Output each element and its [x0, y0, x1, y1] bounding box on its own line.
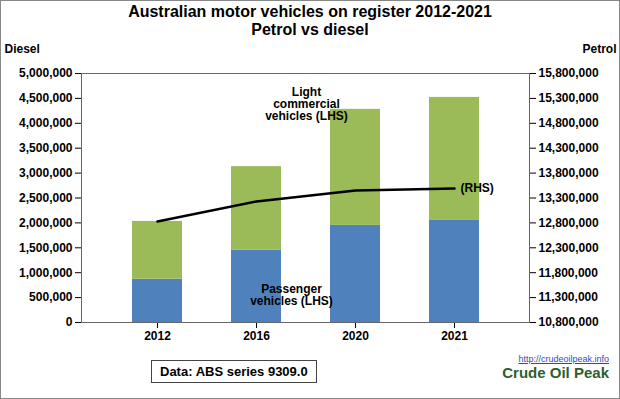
- svg-text:12,800,000: 12,800,000: [539, 216, 599, 230]
- html-text:Data: ABS series 9309.0: Data: ABS series 9309.0: [160, 364, 308, 379]
- html-text:Australian motor vehicles on r: Australian motor vehicles on register 20…: [128, 3, 492, 20]
- html-text:Petrol vs diesel: Petrol vs diesel: [251, 21, 369, 38]
- svg-text:11,800,000: 11,800,000: [539, 266, 599, 280]
- html-text:http://crudeoilpeak.info: http://crudeoilpeak.info: [518, 354, 609, 364]
- svg-text:(RHS): (RHS): [461, 181, 494, 195]
- svg-text:10,800,000: 10,800,000: [539, 315, 599, 329]
- svg-text:3,000,000: 3,000,000: [19, 166, 73, 180]
- svg-text:0: 0: [66, 315, 73, 329]
- svg-text:3,500,000: 3,500,000: [19, 141, 73, 155]
- svg-text:1,000,000: 1,000,000: [19, 266, 73, 280]
- svg-text:11,300,000: 11,300,000: [539, 290, 599, 304]
- svg-text:13,300,000: 13,300,000: [539, 191, 599, 205]
- svg-text:2021: 2021: [441, 329, 468, 343]
- svg-text:2,500,000: 2,500,000: [19, 191, 73, 205]
- svg-text:2020: 2020: [342, 329, 369, 343]
- svg-text:13,800,000: 13,800,000: [539, 166, 599, 180]
- html-text:Crude Oil Peak: Crude Oil Peak: [502, 364, 609, 381]
- svg-text:Passengervehicles (LHS): Passengervehicles (LHS): [250, 282, 333, 308]
- svg-text:15,800,000: 15,800,000: [539, 66, 599, 80]
- svg-text:2,000,000: 2,000,000: [19, 216, 73, 230]
- svg-text:2016: 2016: [243, 329, 270, 343]
- svg-text:5,000,000: 5,000,000: [19, 66, 73, 80]
- svg-text:14,300,000: 14,300,000: [539, 141, 599, 155]
- svg-text:12,300,000: 12,300,000: [539, 241, 599, 255]
- svg-text:2012: 2012: [144, 329, 171, 343]
- svg-text:500,000: 500,000: [29, 290, 73, 304]
- svg-text:Diesel: Diesel: [5, 42, 40, 56]
- svg-text:1,500,000: 1,500,000: [19, 241, 73, 255]
- svg-text:4,500,000: 4,500,000: [19, 91, 73, 105]
- svg-text:4,000,000: 4,000,000: [19, 116, 73, 130]
- svg-text:Lightcommercialvehicles (LHS): Lightcommercialvehicles (LHS): [265, 85, 348, 123]
- svg-text:Petrol: Petrol: [582, 42, 616, 56]
- svg-text:15,300,000: 15,300,000: [539, 91, 599, 105]
- svg-text:14,800,000: 14,800,000: [539, 116, 599, 130]
